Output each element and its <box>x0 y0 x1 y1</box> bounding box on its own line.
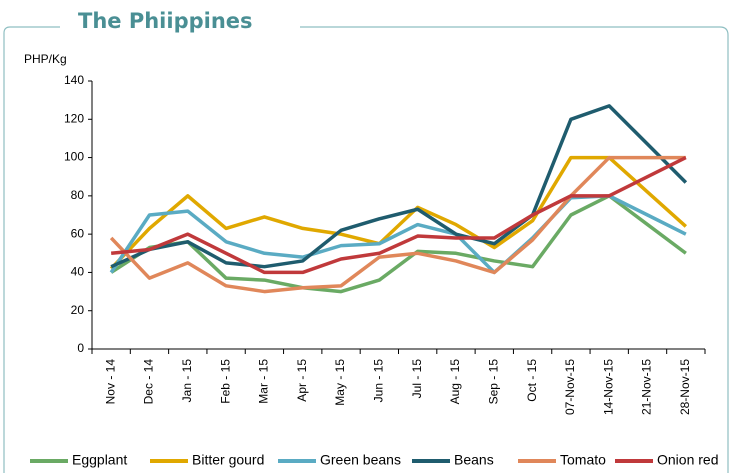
x-tick-label: May - 15 <box>333 359 347 406</box>
x-tick-label: Sep - 15 <box>486 359 500 405</box>
x-tick-label: Oct - 15 <box>525 359 539 402</box>
series-line <box>110 156 687 275</box>
x-tick-label: Feb - 15 <box>218 359 232 404</box>
x-tick-label: Mar - 15 <box>257 359 271 404</box>
y-tick-label: 20 <box>71 303 85 317</box>
frame <box>3 26 729 473</box>
y-axis-label: PHP/Kg <box>24 52 67 66</box>
x-tick-label: Nov - 14 <box>103 359 117 405</box>
series-line <box>109 155 686 294</box>
x-tick-label: 28-Nov-15 <box>678 359 692 415</box>
y-tick-label: 0 <box>77 341 84 355</box>
chart-title: The Phiippines <box>78 9 253 33</box>
y-tick-label: 100 <box>64 150 84 164</box>
series-line <box>109 194 687 275</box>
x-tick-label: Jan - 15 <box>180 359 194 403</box>
x-tick-label: Aug - 15 <box>448 359 462 405</box>
series-line <box>110 104 688 269</box>
series-line <box>110 194 687 294</box>
legend-label: Bitter gourd <box>192 452 264 468</box>
y-tick-label: 140 <box>64 73 84 87</box>
series-line <box>109 155 688 270</box>
x-tick-label: 21-Nov-15 <box>640 359 654 415</box>
legend-label: Tomato <box>560 452 606 468</box>
x-tick-label: 14-Nov-15 <box>601 359 615 415</box>
y-tick-label: 80 <box>71 188 85 202</box>
x-tick-label: Jul - 15 <box>410 359 424 399</box>
x-tick-label: Apr - 15 <box>295 359 309 402</box>
y-tick-label: 120 <box>64 111 84 125</box>
legend-label: Onion red <box>657 452 718 468</box>
legend-label: Eggplant <box>72 452 127 468</box>
y-tick-label: 40 <box>71 265 85 279</box>
x-tick-label: Jun - 15 <box>372 359 386 403</box>
legend-label: Beans <box>454 452 494 468</box>
x-tick-label: 07-Nov-15 <box>563 359 577 415</box>
legend-label: Green beans <box>320 452 401 468</box>
y-tick-label: 60 <box>71 226 85 240</box>
x-tick-label: Dec - 14 <box>142 359 156 405</box>
